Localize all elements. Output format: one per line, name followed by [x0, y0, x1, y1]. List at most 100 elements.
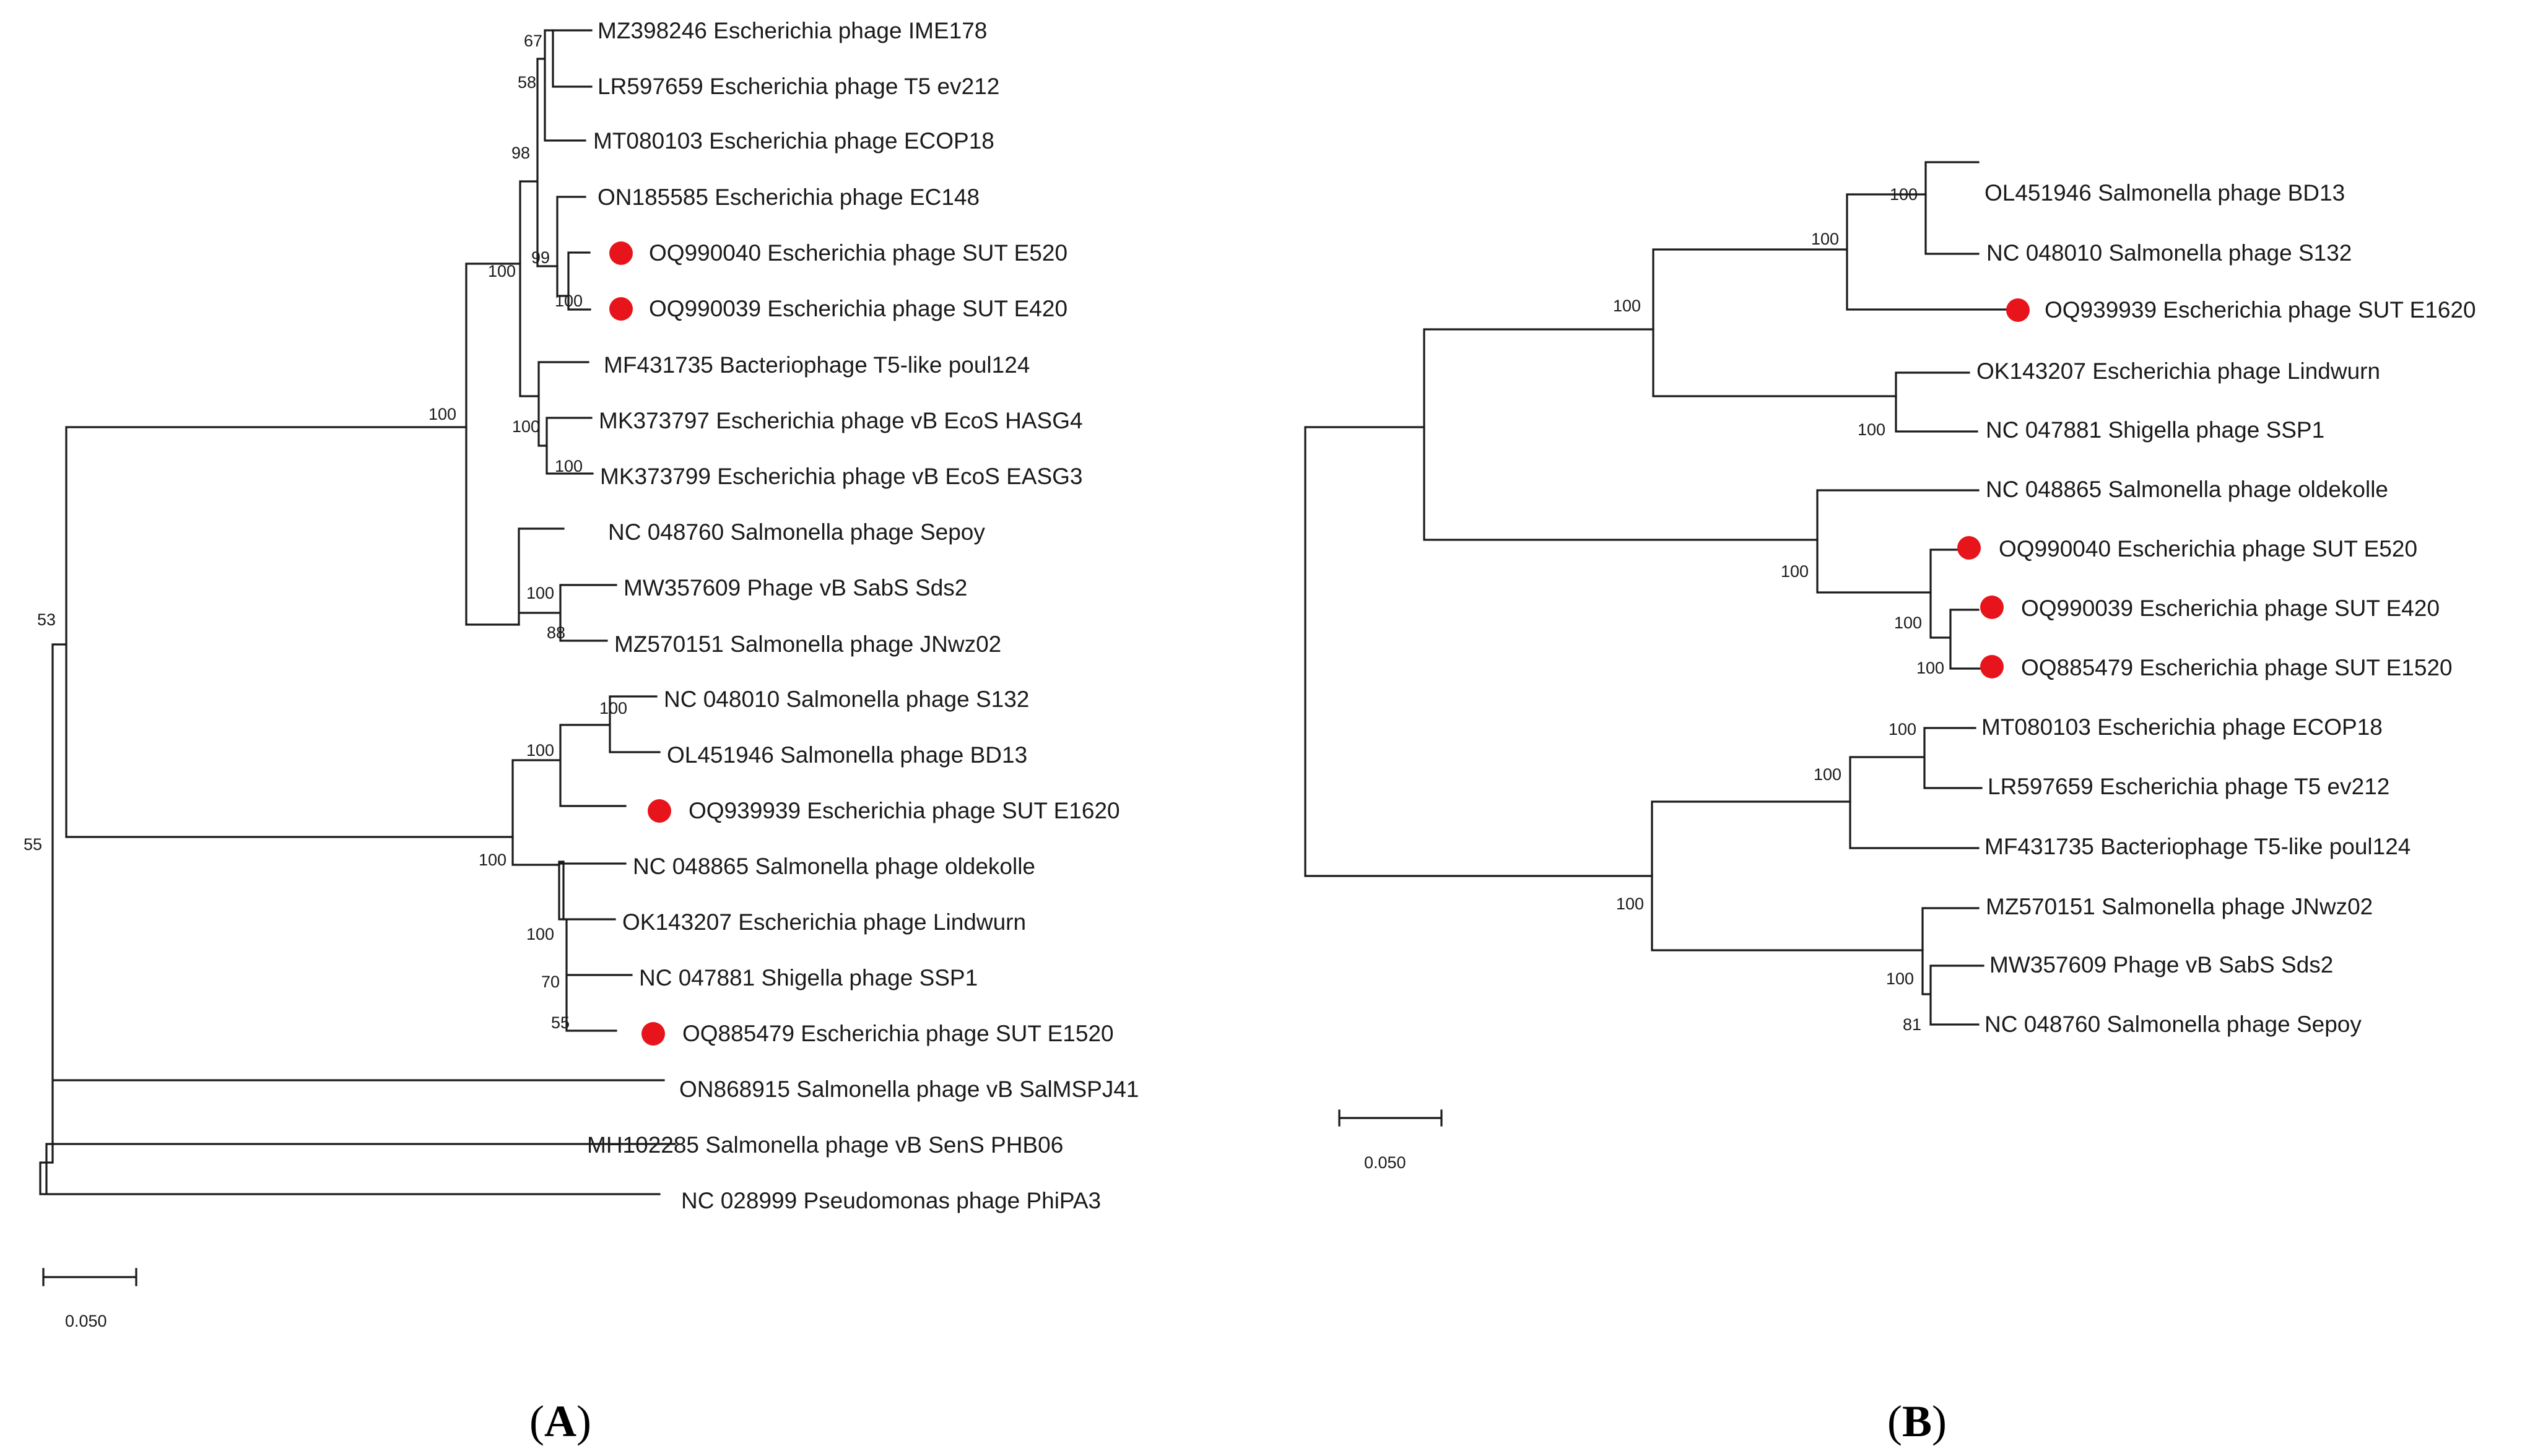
tree-b-leaves: OL451946 Salmonella phage BD13 NC 048010…: [1976, 180, 2476, 1037]
tree-a-leaves: MZ398246 Escherichia phage IME178 LR5976…: [587, 18, 1139, 1213]
branch: [1895, 371, 1978, 433]
leaf-label: OQ990039 Escherichia phage SUT E420: [649, 296, 1067, 321]
branch: [519, 29, 593, 397]
bootstrap-value: 100: [428, 405, 456, 423]
branch: [39, 426, 676, 1195]
bootstrap-value: 100: [479, 851, 506, 869]
bootstrap-value: 100: [1886, 969, 1914, 988]
branch: [465, 262, 521, 626]
branch: [1652, 193, 2007, 397]
leaf-label: MF431735 Bacteriophage T5-like poul124: [604, 352, 1030, 378]
bootstrap-value: 100: [1613, 297, 1641, 315]
leaf-label: MT080103 Escherichia phage ECOP18: [593, 128, 994, 154]
leaf-label: NC 048760 Salmonella phage Sepoy: [608, 519, 985, 545]
branch: [1651, 800, 1924, 951]
branch: [1304, 426, 1653, 877]
leaf-label: ON185585 Escherichia phage EC148: [598, 184, 980, 210]
bootstrap-value: 100: [1916, 659, 1944, 677]
leaf-label: MZ570151 Salmonella phage JNwz02: [1986, 894, 2373, 919]
tree-b-markers: [1957, 298, 2030, 678]
leaf-label: LR597659 Escherichia phage T5 ev212: [1988, 774, 2389, 799]
bootstrap-value: 55: [24, 835, 42, 854]
branch: [558, 862, 633, 1032]
study-phage-marker: [2006, 298, 2030, 322]
scale-bar-label: 0.050: [1364, 1153, 1406, 1172]
bootstrap-value: 100: [1894, 613, 1922, 632]
leaf-label: MT080103 Escherichia phage ECOP18: [1981, 714, 2383, 740]
bootstrap-value: 100: [1616, 895, 1644, 913]
bootstrap-value: 58: [518, 73, 536, 92]
leaf-label: NC 047881 Shigella phage SSP1: [1986, 417, 2324, 443]
bootstrap-value: 100: [526, 925, 554, 943]
leaf-label: LR597659 Escherichia phage T5 ev212: [598, 74, 999, 99]
leaf-label: NC 048865 Salmonella phage oldekolle: [633, 854, 1035, 879]
bootstrap-value: 100: [1858, 420, 1885, 439]
branch: [1921, 907, 1984, 1026]
bootstrap-value: 100: [1811, 230, 1839, 248]
scale-bar-a: 0.050: [42, 1268, 137, 1330]
branch: [1924, 161, 1980, 255]
bootstrap-value: 100: [488, 262, 516, 280]
leaf-label: MF431735 Bacteriophage T5-like poul124: [1984, 834, 2410, 859]
study-phage-marker: [1957, 536, 1981, 560]
leaf-label: OQ990040 Escherichia phage SUT E520: [1999, 536, 2417, 561]
branch: [1849, 727, 1983, 849]
panel-label-letter: B: [1902, 1397, 1932, 1446]
branch: [511, 695, 661, 866]
tree-panel-a: MZ398246 Escherichia phage IME178 LR5976…: [24, 18, 1139, 1446]
leaf-label: OQ885479 Escherichia phage SUT E1520: [682, 1021, 1114, 1046]
bootstrap-value: 70: [541, 973, 560, 991]
leaf-label: OQ885479 Escherichia phage SUT E1520: [2021, 655, 2453, 680]
panel-label-open-paren: (: [1887, 1397, 1902, 1446]
leaf-label: OK143207 Escherichia phage Lindwurn: [1976, 358, 2380, 384]
study-phage-marker: [1980, 655, 2004, 678]
leaf-label: NC 028999 Pseudomonas phage PhiPA3: [681, 1188, 1101, 1213]
bootstrap-value: 53: [37, 610, 56, 629]
bootstrap-value: 100: [555, 292, 583, 310]
tree-b-bootstrap: 100 100 100 100 100 100 100 100 100 100 …: [1613, 185, 1944, 1034]
bootstrap-value: 67: [524, 32, 542, 50]
leaf-label: MW357609 Phage vB SabS Sds2: [1989, 952, 2333, 977]
bootstrap-value: 100: [555, 457, 583, 475]
leaf-label: NC 048865 Salmonella phage oldekolle: [1986, 477, 2388, 502]
leaf-label: OQ990039 Escherichia phage SUT E420: [2021, 596, 2440, 621]
bootstrap-value: 55: [551, 1013, 570, 1032]
bootstrap-value: 100: [526, 584, 554, 602]
branch: [556, 196, 591, 311]
study-phage-marker: [609, 241, 633, 265]
bootstrap-value: 100: [599, 699, 627, 717]
scale-bar-b: 0.050: [1338, 1109, 1443, 1172]
leaf-label: MZ570151 Salmonella phage JNwz02: [614, 631, 1001, 657]
leaf-label: OL451946 Salmonella phage BD13: [1984, 180, 2345, 206]
tree-panel-b: OL451946 Salmonella phage BD13 NC 048010…: [1304, 161, 2476, 1446]
scale-bar-label: 0.050: [65, 1312, 107, 1330]
tree-a-bootstrap: 67 58 98 99 100 100 100 100 100 88 100 1…: [24, 32, 627, 1032]
panel-label-letter: A: [544, 1397, 576, 1446]
branch: [537, 361, 594, 475]
leaf-label: MK373799 Escherichia phage vB EcoS EASG3: [600, 464, 1083, 489]
leaf-label: OQ939939 Escherichia phage SUT E1620: [2045, 297, 2476, 323]
panel-label-open-paren: (: [529, 1397, 544, 1446]
bootstrap-value: 88: [547, 623, 565, 642]
study-phage-marker: [641, 1022, 665, 1046]
scale-bar-line: [1338, 1109, 1443, 1127]
bootstrap-value: 100: [1890, 185, 1918, 204]
bootstrap-value: 81: [1903, 1015, 1921, 1034]
branch: [518, 527, 617, 642]
tree-a-markers: [609, 241, 671, 1046]
leaf-label: MK373797 Escherichia phage vB EcoS HASG4: [599, 408, 1083, 433]
tree-a-branches: [39, 29, 676, 1195]
panel-label-close-paren: ): [1932, 1397, 1947, 1446]
study-phage-marker: [1980, 596, 2004, 619]
bootstrap-value: 100: [1781, 562, 1809, 581]
leaf-label: OQ939939 Escherichia phage SUT E1620: [689, 798, 1120, 823]
leaf-label: ON868915 Salmonella phage vB SalMSPJ41: [679, 1077, 1139, 1102]
bootstrap-value: 100: [1814, 765, 1841, 784]
leaf-label: MH102285 Salmonella phage vB SenS PHB06: [587, 1132, 1063, 1158]
leaf-label: NC 048760 Salmonella phage Sepoy: [1984, 1012, 2362, 1037]
leaf-label: MZ398246 Escherichia phage IME178: [598, 18, 987, 43]
scale-bar-line: [42, 1268, 137, 1286]
leaf-label: NC 048010 Salmonella phage S132: [664, 687, 1029, 712]
branch: [1929, 548, 1983, 670]
